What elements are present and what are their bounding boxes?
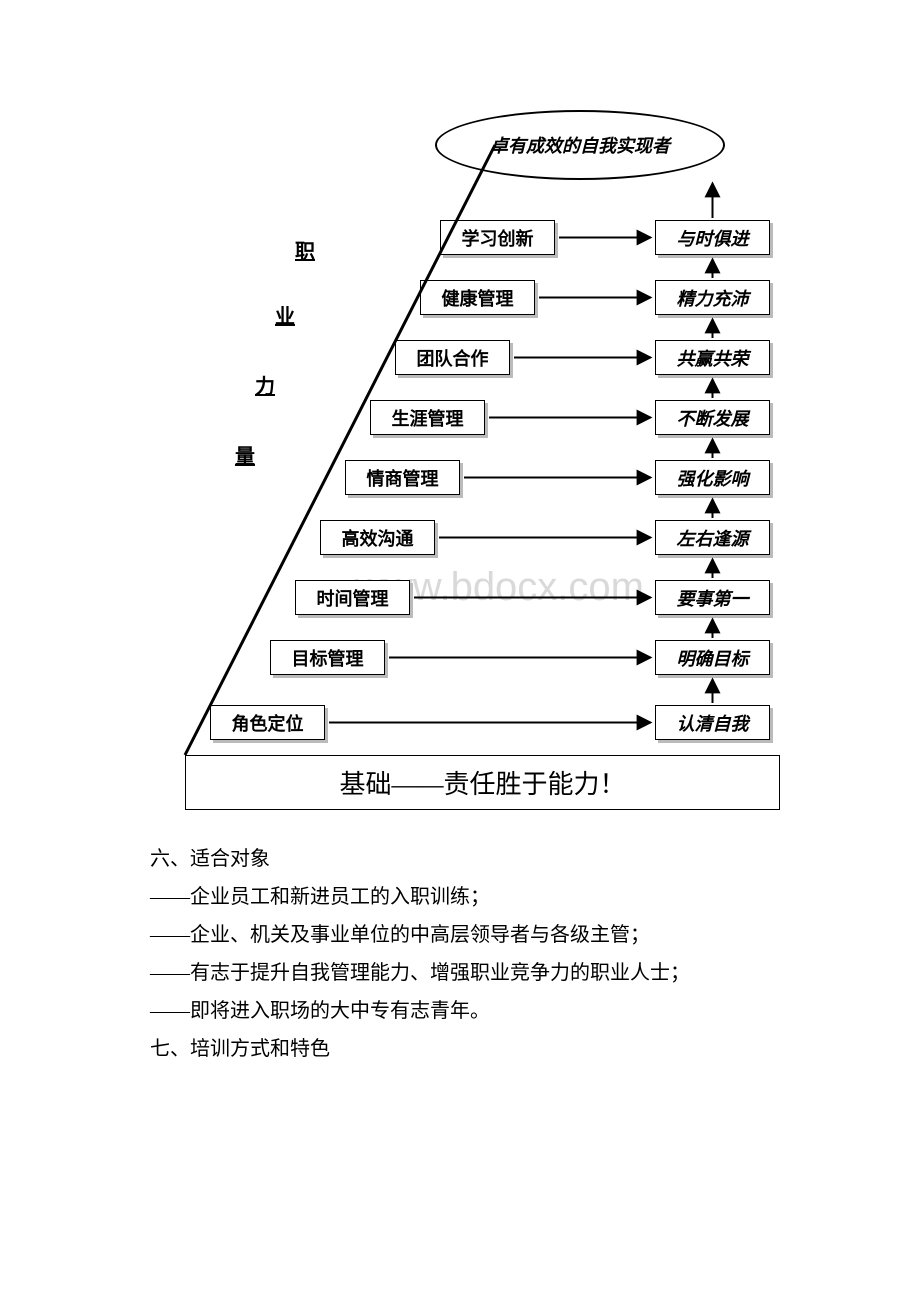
right-box-label: 左右逢源 [677,525,749,551]
side-label-char: 业 [275,300,295,329]
skill-box: 团队合作 [395,340,510,375]
left-box-label: 高效沟通 [342,525,414,551]
right-box-label: 认清自我 [677,710,749,736]
side-label-char: 量 [235,440,255,469]
body-line: ——企业员工和新进员工的入职训练； [150,878,790,916]
outcome-box: 认清自我 [655,705,770,740]
right-box-label: 强化影响 [677,465,749,491]
body-line: ——有志于提升自我管理能力、增强职业竞争力的职业人士； [150,954,790,992]
left-box-label: 生涯管理 [392,405,464,431]
right-box-label: 明确目标 [677,645,749,671]
body-text: 六、适合对象——企业员工和新进员工的入职训练；——企业、机关及事业单位的中高层领… [150,840,790,1068]
skill-box: 情商管理 [345,460,460,495]
outcome-box: 要事第一 [655,580,770,615]
left-box-label: 目标管理 [292,645,364,671]
right-box-label: 不断发展 [677,405,749,431]
body-line: ——企业、机关及事业单位的中高层领导者与各级主管； [150,916,790,954]
outcome-box: 精力充沛 [655,280,770,315]
left-box-label: 角色定位 [232,710,304,736]
foundation-label: 基础——责任胜于能力！ [339,764,625,801]
outcome-box: 左右逢源 [655,520,770,555]
right-box-label: 要事第一 [677,585,749,611]
outcome-box: 不断发展 [655,400,770,435]
right-box-label: 共赢共荣 [677,345,749,371]
skill-box: 时间管理 [295,580,410,615]
right-box-label: 精力充沛 [677,285,749,311]
outcome-box: 明确目标 [655,640,770,675]
outcome-box: 与时俱进 [655,220,770,255]
side-label-char: 职 [295,235,315,264]
left-box-label: 学习创新 [462,225,534,251]
skill-box: 目标管理 [270,640,385,675]
outcome-box: 共赢共荣 [655,340,770,375]
left-box-label: 时间管理 [317,585,389,611]
skill-box: 生涯管理 [370,400,485,435]
body-line: ——即将进入职场的大中专有志青年。 [150,992,790,1030]
body-line: 六、适合对象 [150,840,790,878]
foundation-box: 基础——责任胜于能力！ [185,755,780,810]
left-box-label: 健康管理 [442,285,514,311]
outcome-box: 强化影响 [655,460,770,495]
skill-box: 角色定位 [210,705,325,740]
left-box-label: 情商管理 [367,465,439,491]
goal-oval-label: 卓有成效的自我实现者 [490,132,670,158]
body-line: 七、培训方式和特色 [150,1030,790,1068]
page: www.bdocx.com 卓有成效的自我实现者 职业力量 学习创新与时俱进健康… [0,0,920,1302]
left-box-label: 团队合作 [417,345,489,371]
right-box-label: 与时俱进 [677,225,749,251]
side-label-char: 力 [255,370,275,399]
skill-box: 健康管理 [420,280,535,315]
career-ladder-diagram: www.bdocx.com 卓有成效的自我实现者 职业力量 学习创新与时俱进健康… [165,110,785,810]
skill-box: 学习创新 [440,220,555,255]
skill-box: 高效沟通 [320,520,435,555]
goal-oval: 卓有成效的自我实现者 [435,110,725,180]
